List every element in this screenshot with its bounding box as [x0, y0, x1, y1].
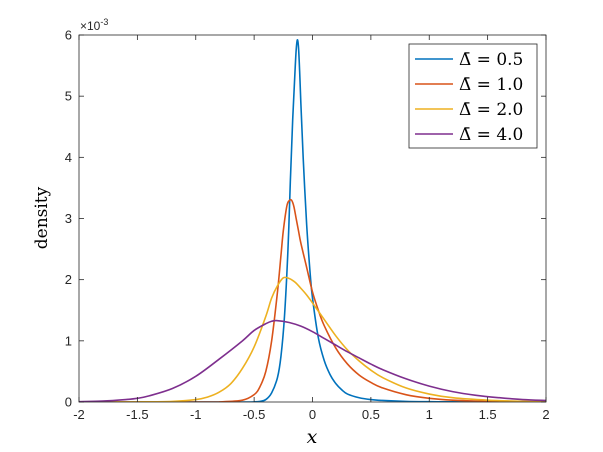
y-axis-label: density — [32, 186, 52, 249]
series-line-3 — [79, 276, 546, 402]
series-line-4 — [79, 319, 546, 402]
x-tick-label: -0.5 — [243, 407, 265, 422]
legend: Δ̄ = 0.5 Δ̄ = 1.0 Δ̄ = 2.0 Δ̄ = 4.0 — [408, 43, 538, 149]
y-tick-label: 2 — [65, 272, 72, 287]
y-exponent-base: ×10 — [80, 19, 101, 33]
y-exponent-power: -3 — [100, 17, 108, 27]
y-tick-label: 1 — [65, 333, 72, 348]
x-axis-label: x — [307, 426, 318, 448]
x-tick-label: -2 — [73, 407, 85, 422]
x-tick-label: 1 — [426, 407, 433, 422]
y-tick-label: 5 — [65, 89, 72, 104]
x-tick-label: 0 — [309, 407, 316, 422]
y-tick-label: 3 — [65, 211, 72, 226]
legend-label-3: Δ̄ = 2.0 — [459, 100, 523, 120]
x-tick-label: -1.5 — [126, 407, 148, 422]
x-tick-label: 2 — [542, 407, 549, 422]
x-tick-label: 1.5 — [479, 407, 497, 422]
y-exponent-label: ×10-3 — [80, 17, 108, 33]
series-layer — [79, 39, 546, 402]
legend-label-4: Δ̄ = 4.0 — [459, 125, 523, 145]
legend-box — [408, 43, 538, 149]
legend-label-2: Δ̄ = 1.0 — [459, 75, 523, 95]
y-axis: 0 1 2 3 4 5 6 — [65, 28, 546, 410]
legend-label-1: Δ̄ = 0.5 — [459, 50, 523, 70]
legend-entries: Δ̄ = 0.5 Δ̄ = 1.0 Δ̄ = 2.0 Δ̄ = 4.0 — [415, 50, 523, 145]
x-tick-label: 0.5 — [362, 407, 380, 422]
y-tick-label: 6 — [65, 28, 72, 43]
y-tick-label: 4 — [65, 150, 72, 165]
series-line-1 — [79, 39, 546, 402]
x-tick-label: -1 — [190, 407, 202, 422]
series-line-2 — [79, 198, 546, 402]
y-tick-label: 0 — [65, 395, 72, 410]
x-axis: -2 -1.5 -1 -0.5 0 0.5 1 1.5 2 — [73, 35, 550, 422]
